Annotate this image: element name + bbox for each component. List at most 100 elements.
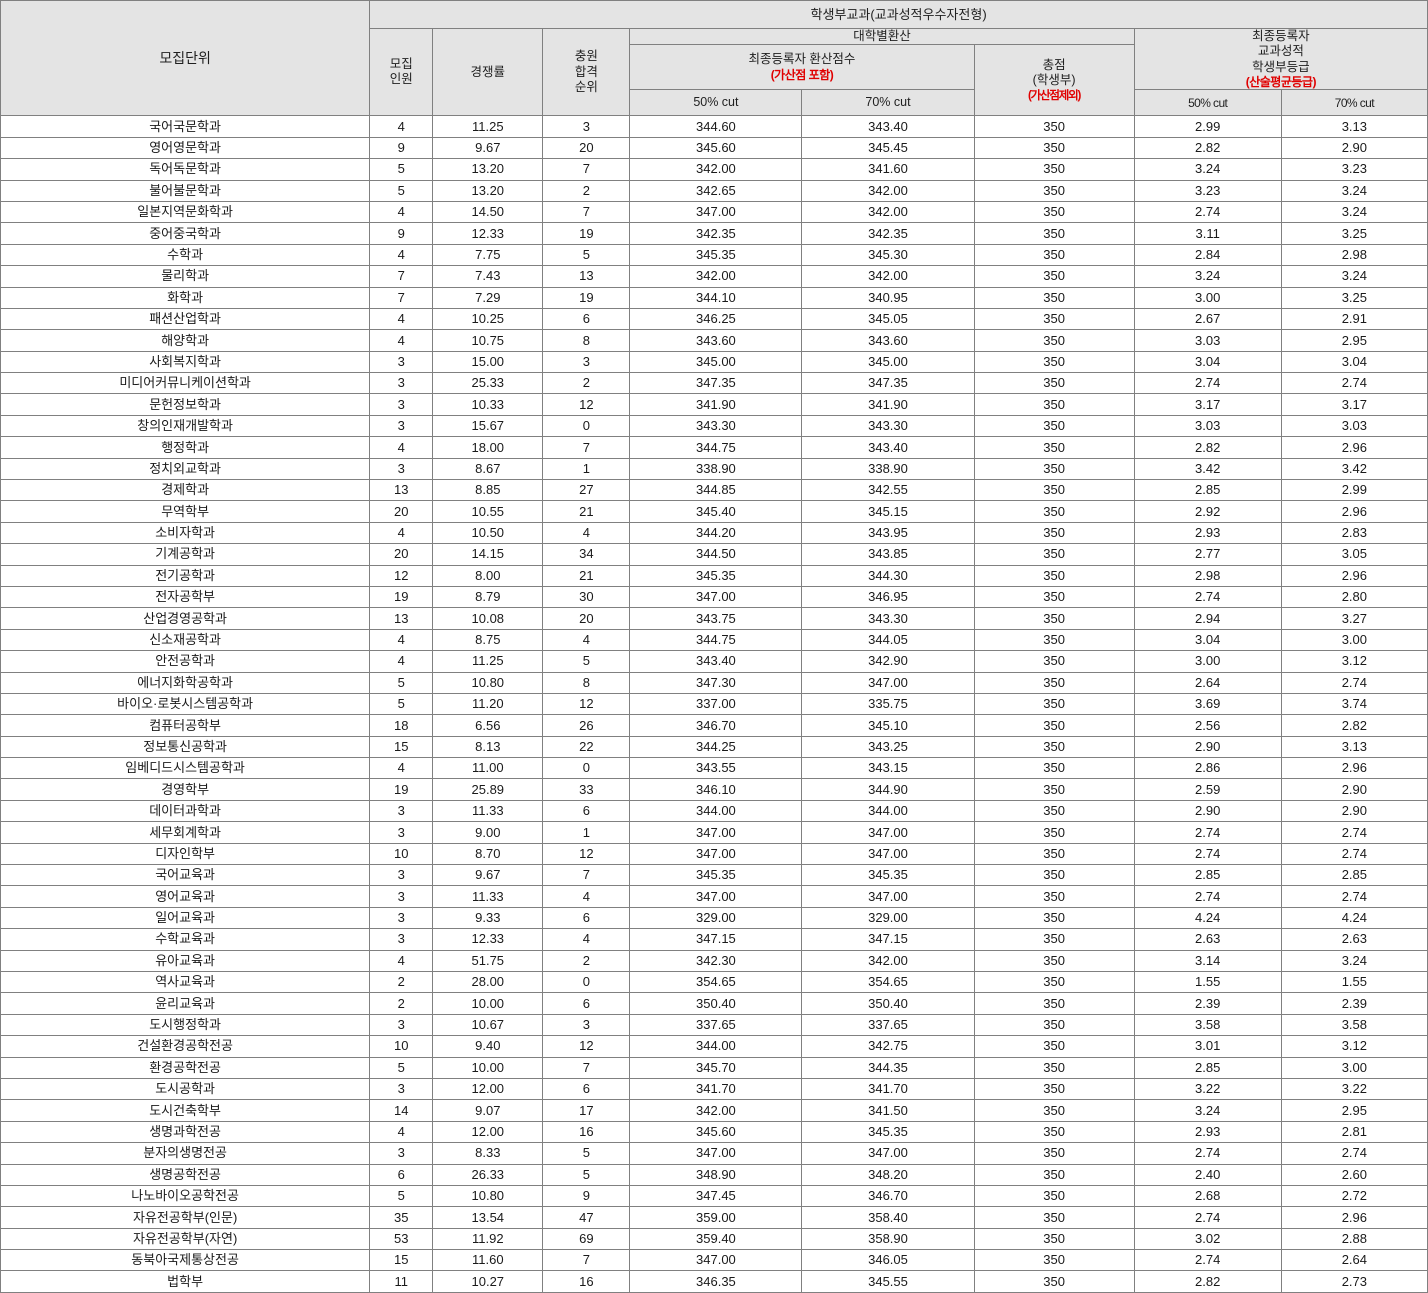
cell-grade-cut50: 2.74 (1133, 372, 1282, 395)
cell-unit-name: 독어독문학과 (0, 158, 371, 181)
cell-waitlist-rank: 33 (542, 778, 631, 801)
cell-unit-name: 도시공학과 (0, 1077, 371, 1101)
cell-competition-ratio: 11.25 (432, 650, 544, 673)
cell-competition-ratio: 9.67 (432, 136, 544, 160)
cell-waitlist-rank: 7 (542, 158, 631, 181)
cell-total-score: 350 (973, 329, 1135, 352)
cell-unit-name: 정보통신공학과 (0, 735, 371, 759)
cell-grade-cut50: 2.59 (1133, 778, 1282, 801)
cell-score-cut70: 335.75 (801, 692, 975, 716)
table-row: 컴퓨터공학부 18 6.56 26 346.70 345.10 350 2.56 2.82 (0, 714, 1428, 737)
cell-score-cut50: 350.40 (629, 992, 803, 1015)
cell-grade-cut70: 2.73 (1280, 1270, 1428, 1293)
quota-line-2: 인원 (389, 72, 413, 87)
cell-grade-cut70: 3.42 (1280, 457, 1428, 481)
cell-quota: 4 (369, 436, 434, 459)
cell-score-cut70: 344.90 (801, 778, 975, 801)
cell-grade-cut70: 3.74 (1280, 692, 1428, 716)
cell-unit-name: 해양학과 (0, 329, 371, 352)
cell-total-score: 350 (973, 864, 1135, 887)
cell-unit-name: 전자공학부 (0, 585, 371, 609)
cell-grade-cut70: 3.24 (1280, 949, 1428, 973)
cell-unit-name: 환경공학전공 (0, 1056, 371, 1079)
cell-waitlist-rank: 19 (542, 222, 631, 245)
cell-competition-ratio: 12.33 (432, 928, 544, 951)
cell-competition-ratio: 8.70 (432, 842, 544, 866)
table-row: 분자의생명전공 3 8.33 5 347.00 347.00 350 2.74 2.74 (0, 1142, 1428, 1165)
cell-unit-name: 행정학과 (0, 436, 371, 459)
cell-grade-cut70: 2.60 (1280, 1163, 1428, 1186)
cell-score-cut50: 359.40 (629, 1227, 803, 1251)
cell-unit-name: 윤리교육과 (0, 992, 371, 1015)
cell-unit-name: 국어교육과 (0, 864, 371, 887)
cell-total-score: 350 (973, 992, 1135, 1015)
cell-waitlist-rank: 20 (542, 607, 631, 630)
cell-score-cut70: 358.40 (801, 1206, 975, 1229)
cell-grade-cut50: 2.74 (1133, 821, 1282, 844)
cell-competition-ratio: 11.25 (432, 115, 544, 138)
cell-unit-name: 유아교육과 (0, 949, 371, 973)
cell-total-score: 350 (973, 350, 1135, 374)
cell-quota: 7 (369, 286, 434, 309)
cell-grade-cut70: 3.25 (1280, 222, 1428, 245)
cell-waitlist-rank: 8 (542, 671, 631, 694)
table-row: 신소재공학과 4 8.75 4 344.75 344.05 350 3.04 3.00 (0, 628, 1428, 652)
cell-grade-cut70: 2.96 (1280, 1206, 1428, 1229)
grade-note: (산술평균등급) (1245, 74, 1317, 89)
cell-competition-ratio: 10.55 (432, 500, 544, 523)
cell-grade-cut50: 3.23 (1133, 179, 1282, 202)
cell-waitlist-rank: 2 (542, 949, 631, 973)
cell-total-score: 350 (973, 757, 1135, 780)
cell-total-score: 350 (973, 735, 1135, 759)
cell-grade-cut50: 2.39 (1133, 992, 1282, 1015)
cell-unit-name: 경제학과 (0, 479, 371, 502)
cell-waitlist-rank: 20 (542, 136, 631, 160)
column-header-total-score: 총점 (학생부) (가산점제외) (973, 44, 1135, 117)
cell-grade-cut50: 3.22 (1133, 1077, 1282, 1101)
cell-total-score: 350 (973, 928, 1135, 951)
cell-competition-ratio: 8.75 (432, 628, 544, 652)
cell-total-score: 350 (973, 821, 1135, 844)
cell-unit-name: 소비자학과 (0, 521, 371, 545)
cell-competition-ratio: 8.33 (432, 1142, 544, 1165)
cell-grade-cut70: 2.39 (1280, 992, 1428, 1015)
cell-unit-name: 임베디드시스템공학과 (0, 757, 371, 780)
table-row: 역사교육과 2 28.00 0 354.65 354.65 350 1.55 1.55 (0, 970, 1428, 994)
cell-score-cut70: 329.00 (801, 906, 975, 930)
cell-score-cut50: 345.35 (629, 243, 803, 267)
cell-grade-cut50: 3.42 (1133, 457, 1282, 481)
table-row: 일본지역문화학과 4 14.50 7 347.00 342.00 350 2.74 3.24 (0, 200, 1428, 224)
cell-quota: 19 (369, 585, 434, 609)
cell-waitlist-rank: 5 (542, 243, 631, 267)
cell-unit-name: 자유전공학부(자연) (0, 1227, 371, 1251)
cell-score-cut70: 342.75 (801, 1035, 975, 1058)
cell-score-cut70: 344.35 (801, 1056, 975, 1079)
cell-total-score: 350 (973, 1035, 1135, 1058)
cell-unit-name: 데이터과학과 (0, 799, 371, 823)
cell-score-cut50: 342.00 (629, 265, 803, 288)
cell-total-score: 350 (973, 650, 1135, 673)
table-row: 안전공학과 4 11.25 5 343.40 342.90 350 3.00 3.12 (0, 650, 1428, 673)
table-row: 경제학과 13 8.85 27 344.85 342.55 350 2.85 2.99 (0, 479, 1428, 502)
cell-quota: 3 (369, 414, 434, 438)
cell-grade-cut50: 3.24 (1133, 1099, 1282, 1122)
cell-score-cut50: 344.75 (629, 628, 803, 652)
cell-grade-cut50: 3.11 (1133, 222, 1282, 245)
cell-total-score: 350 (973, 949, 1135, 973)
cell-quota: 3 (369, 350, 434, 374)
cell-score-cut70: 344.05 (801, 628, 975, 652)
table-row: 동북아국제통상전공 15 11.60 7 347.00 346.05 350 2.74 2.64 (0, 1249, 1428, 1272)
column-header-competition-ratio: 경쟁률 (432, 27, 544, 117)
cell-total-score: 350 (973, 1056, 1135, 1079)
cell-grade-cut50: 3.02 (1133, 1227, 1282, 1251)
cell-grade-cut50: 3.03 (1133, 329, 1282, 352)
table-row: 중어중국학과 9 12.33 19 342.35 342.35 350 3.11 3.25 (0, 222, 1428, 245)
cell-competition-ratio: 14.15 (432, 543, 544, 566)
cell-waitlist-rank: 5 (542, 650, 631, 673)
cell-grade-cut70: 2.64 (1280, 1249, 1428, 1272)
cell-quota: 15 (369, 1249, 434, 1272)
cell-waitlist-rank: 12 (542, 692, 631, 716)
cell-total-score: 350 (973, 500, 1135, 523)
cell-score-cut70: 342.55 (801, 479, 975, 502)
